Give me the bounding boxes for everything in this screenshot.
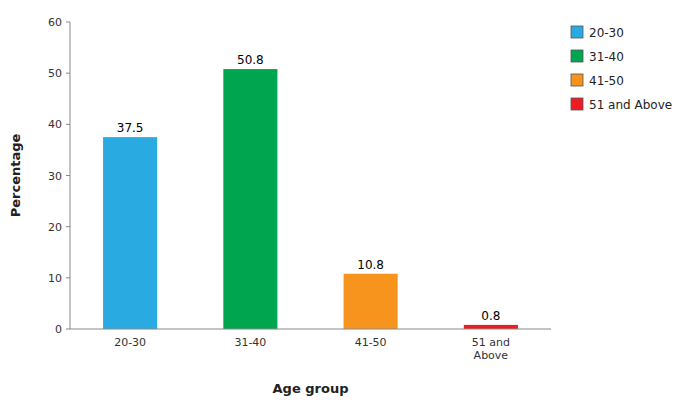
- legend-swatch: [571, 98, 583, 110]
- x-tick-label-line: Above: [474, 349, 509, 362]
- legend-label: 41-50: [589, 74, 624, 88]
- x-axis-line: [70, 329, 551, 330]
- legend-label: 51 and Above: [589, 98, 672, 112]
- chart-container: 37.5 50.8 10.8 0.8 0 10 20 30 40 50 60 20-30 31-40 41…: [0, 0, 691, 407]
- y-tick: [66, 73, 70, 74]
- x-tick-label-line: 31-40: [234, 336, 266, 349]
- legend: 20-30 31-40 41-50 51 and Above: [571, 26, 672, 112]
- x-tick-label-line: 41-50: [355, 336, 387, 349]
- bar: [223, 69, 277, 329]
- y-tick-label: 50: [48, 67, 62, 80]
- y-tick-label: 60: [48, 16, 62, 29]
- y-tick-label: 20: [48, 221, 62, 234]
- legend-label: 20-30: [589, 26, 624, 40]
- chart-svg: 37.5 50.8 10.8 0.8 0 10 20 30 40 50 60 20-30 31-40 41…: [0, 0, 691, 407]
- y-tick: [66, 277, 70, 278]
- legend-swatch: [571, 26, 583, 38]
- bar: [103, 137, 157, 329]
- x-tick-label: 20-30: [114, 336, 146, 349]
- x-axis-label: Age group: [273, 381, 349, 396]
- x-tick-label-line: 51 and: [472, 336, 510, 349]
- y-tick-label: 30: [48, 170, 62, 183]
- y-tick-label: 0: [55, 323, 62, 336]
- x-tick-label: 31-40: [234, 336, 266, 349]
- y-tick: [66, 22, 70, 23]
- legend-swatch: [571, 74, 583, 86]
- bars: [103, 69, 518, 329]
- y-tick: [66, 329, 70, 330]
- x-tick-label: 51 andAbove: [472, 336, 510, 362]
- y-tick: [66, 175, 70, 176]
- bar: [344, 274, 398, 329]
- y-tick-label: 10: [48, 272, 62, 285]
- y-tick-label: 40: [48, 118, 62, 131]
- data-label: 10.8: [357, 258, 384, 272]
- legend-swatch: [571, 50, 583, 62]
- y-tick: [66, 124, 70, 125]
- legend-label: 31-40: [589, 50, 624, 64]
- bar: [464, 325, 518, 329]
- x-tick-label-line: 20-30: [114, 336, 146, 349]
- data-label: 37.5: [117, 121, 144, 135]
- x-tick-label: 41-50: [355, 336, 387, 349]
- y-axis-label: Percentage: [8, 134, 23, 218]
- y-tick: [66, 226, 70, 227]
- data-label: 0.8: [481, 309, 500, 323]
- data-label: 50.8: [237, 53, 264, 67]
